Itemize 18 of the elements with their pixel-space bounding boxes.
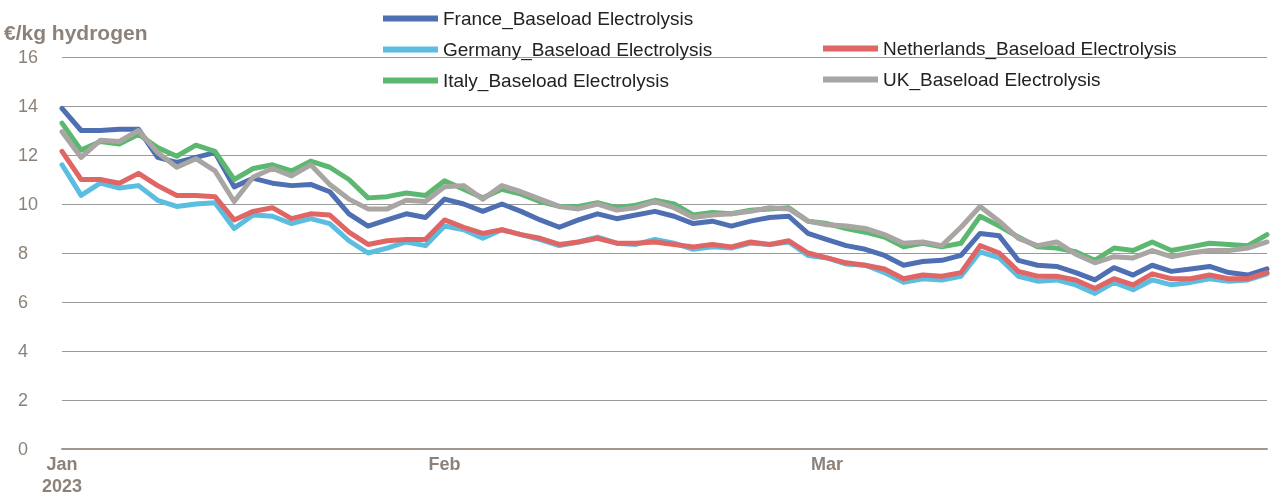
y-tick-label: 14 [18, 96, 39, 116]
y-tick-label: 6 [18, 292, 29, 312]
y-tick-label: 0 [18, 439, 29, 459]
x-tick-label: Jan 2023 [41, 454, 83, 496]
y-tick-label: 12 [18, 145, 39, 165]
y-tick-label: 4 [18, 341, 29, 361]
y-tick-label: 10 [18, 194, 39, 214]
legend-label: UK_Baseload Electrolysis [883, 69, 1101, 91]
x-tick-label: Mar [811, 454, 844, 474]
legend-label: Netherlands_Baseload Electrolysis [883, 38, 1177, 60]
y-axis-title: €/kg hydrogen [4, 21, 148, 44]
legend-label: Italy_Baseload Electrolysis [443, 70, 669, 92]
y-tick-label: 8 [18, 243, 29, 263]
y-tick-label: 16 [18, 47, 39, 67]
legend-label: Germany_Baseload Electrolysis [443, 39, 713, 61]
y-tick-label: 2 [18, 390, 29, 410]
legend-label: France_Baseload Electrolysis [443, 8, 694, 30]
x-tick-label: Feb [428, 454, 461, 474]
